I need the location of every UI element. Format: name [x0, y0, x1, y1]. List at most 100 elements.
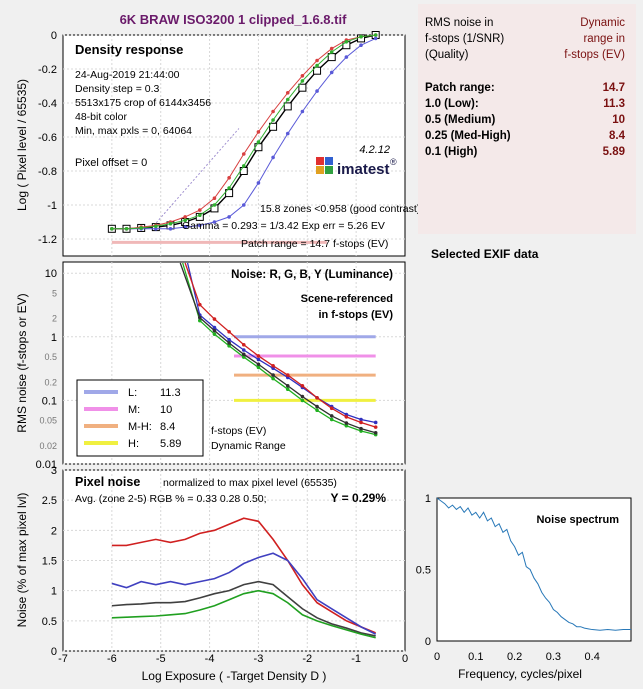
pixel-y-tick-label: 1.5 — [42, 556, 57, 568]
rms-point — [285, 387, 290, 392]
rms-point — [212, 325, 217, 330]
pixel-title: Pixel noise — [75, 475, 140, 489]
imatest-logo: imatest ® — [316, 157, 397, 178]
rms-point — [315, 395, 319, 400]
pixel-x-tick-label: -2 — [302, 653, 312, 665]
rms-point — [315, 404, 319, 409]
svg-text:®: ® — [390, 157, 397, 167]
density-point — [373, 33, 378, 37]
results-row-value: 5.89 — [603, 146, 625, 158]
rms-point — [285, 383, 290, 388]
pixel-y-tick-label: 2 — [51, 525, 57, 537]
rms-point — [344, 415, 349, 419]
pixel-x-tick-label: -3 — [254, 653, 264, 665]
rms-point — [344, 421, 349, 425]
density-point — [300, 79, 305, 83]
rms-point — [344, 423, 349, 428]
spectrum-x-tick-label: 0.3 — [546, 651, 561, 663]
density-info-line: 24-Aug-2019 21:44:00 — [75, 69, 180, 81]
pixel-y-text: Y = 0.29% — [331, 491, 387, 505]
figure-title: 6K BRAW ISO3200 1 clipped_1.6.8.tif — [120, 12, 348, 27]
density-point — [227, 186, 231, 190]
imatest-brand: imatest — [337, 161, 390, 178]
results-header-right: range in — [583, 33, 625, 45]
results-row-label: 0.1 (High) — [425, 146, 478, 158]
pixel-x-tick-label: -4 — [205, 653, 215, 665]
density-point — [154, 227, 158, 231]
results-header-right: Dynamic — [580, 17, 625, 29]
rms-point — [241, 355, 246, 359]
pixel-y-tick-label: 3 — [51, 465, 57, 477]
rms-point — [300, 383, 305, 388]
density-y-tick-label: -0.4 — [38, 98, 57, 110]
pixel-series-line — [111, 580, 376, 637]
rms-legend-value: 11.3 — [160, 387, 181, 399]
density-annotation-zones: 15.8 zones <0.958 (good contrast) — [260, 203, 420, 215]
rms-y-minor-tick-label: 5 — [52, 288, 57, 298]
density-point — [256, 130, 261, 134]
rms-legend-value: 8.4 — [160, 421, 175, 433]
pixel-x-tick-label: -7 — [58, 653, 68, 665]
rms-subtitle-line1: Scene-referenced — [301, 293, 393, 305]
rms-point — [271, 366, 275, 371]
rms-point — [227, 337, 231, 342]
pixel-offset-text: Pixel offset = 0 — [75, 157, 147, 169]
density-point — [227, 215, 231, 219]
rms-point — [212, 328, 217, 333]
rms-point — [212, 317, 217, 321]
density-point — [139, 226, 143, 230]
density-point — [154, 224, 158, 229]
rms-point — [256, 365, 261, 370]
density-point — [373, 36, 378, 41]
density-point — [283, 102, 292, 111]
spectrum-x-tick-label: 0.2 — [507, 651, 522, 663]
pixel-y-tick-label: 0 — [51, 646, 57, 658]
rms-y-tick-label: 1 — [51, 332, 57, 344]
rms-point — [212, 332, 217, 336]
spectrum-x-tick-label: 0 — [434, 651, 440, 663]
results-background — [418, 4, 636, 234]
rms-point — [329, 417, 334, 422]
rms-point — [256, 362, 261, 367]
rms-point — [373, 425, 378, 429]
density-point — [183, 215, 187, 219]
rms-y-tick-label: 0.1 — [42, 395, 57, 407]
rms-point — [227, 344, 231, 348]
density-y-tick-label: -1.2 — [38, 234, 57, 246]
density-point — [227, 176, 231, 180]
rms-point — [256, 357, 261, 362]
rms-y-minor-tick-label: 2 — [52, 314, 57, 324]
density-point — [254, 143, 263, 152]
pixel-subtitle: normalized to max pixel level (65535) — [163, 477, 337, 489]
density-point — [256, 181, 261, 185]
rms-legend: L: 11.3 M: 10 M-H: 8.4 H: 5.89 — [76, 379, 204, 457]
rms-point — [241, 352, 246, 357]
density-point — [110, 227, 114, 231]
spectrum-y-tick-label: 0.5 — [416, 565, 431, 577]
density-point — [359, 34, 363, 39]
rms-point — [359, 420, 363, 425]
density-point — [269, 122, 278, 131]
pixel-avg-text: Avg. (zone 2-5) RGB % = 0.33 0.28 0.50; — [75, 493, 267, 505]
spectrum-plot-area — [436, 497, 632, 642]
density-y-tick-label: -0.8 — [38, 166, 57, 178]
rms-legend-label: M-H: — [128, 421, 152, 433]
rms-point — [315, 408, 319, 413]
density-point — [329, 50, 334, 54]
density-annotation-patch-range: Patch range = 14.7 f-stops (EV) — [241, 238, 388, 250]
results-row-label: Patch range: — [425, 82, 495, 94]
density-point — [271, 118, 275, 122]
density-point — [329, 70, 334, 75]
results-header-left: f-stops (1/SNR) — [425, 33, 504, 45]
density-point — [241, 152, 246, 156]
results-row-value: 11.3 — [603, 98, 625, 110]
density-point — [285, 131, 290, 136]
density-info-line: 48-bit color — [75, 111, 127, 123]
results-row-value: 14.7 — [603, 82, 625, 94]
rms-legend-label: L: — [128, 387, 137, 399]
pixel-series-line — [111, 589, 376, 639]
density-point — [285, 97, 290, 102]
rms-point — [271, 376, 275, 381]
density-point — [298, 83, 307, 92]
